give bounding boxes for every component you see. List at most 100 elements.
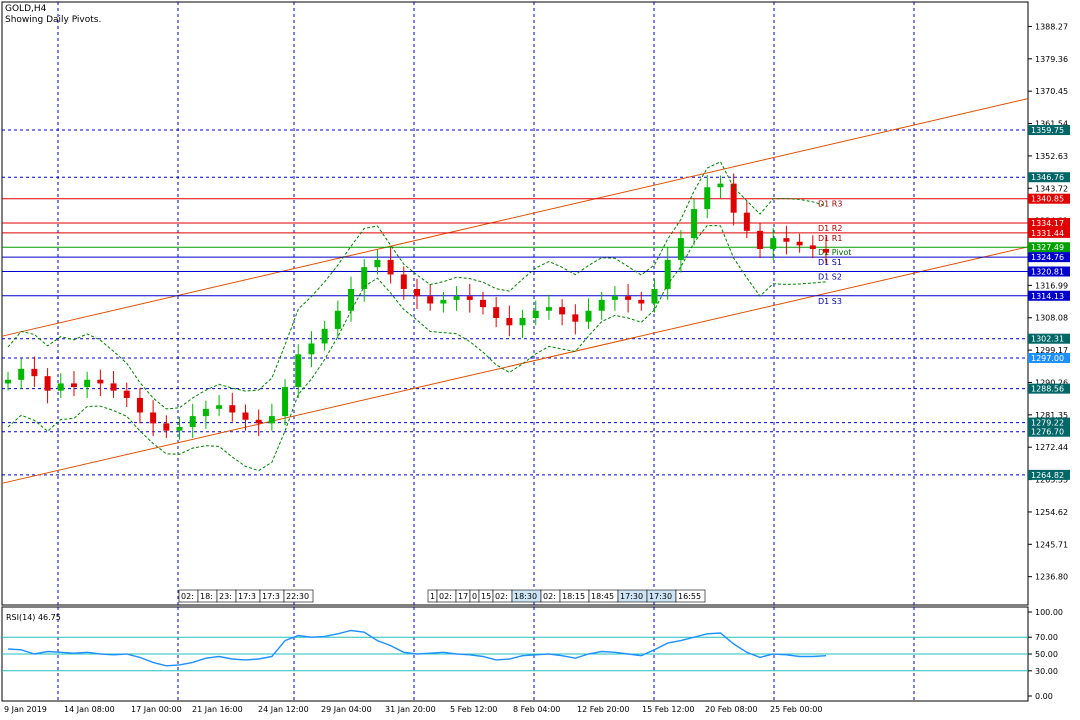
hline-tag-7 (1028, 469, 1070, 480)
candle-body-8 (110, 383, 117, 391)
hline-tag-2 (1028, 333, 1070, 344)
x-tick-label-10: 15 Feb 12:00 (642, 705, 694, 714)
candle-body-43 (572, 314, 579, 322)
candle-body-27 (361, 267, 368, 289)
candle-body-60 (796, 241, 803, 246)
hline-tag-0 (1028, 125, 1070, 136)
hline-value-2: 1302.31 (1031, 335, 1064, 344)
x-tick-label-1: 14 Jan 08:00 (64, 705, 115, 714)
hline-value-3: 1297.00 (1031, 354, 1064, 363)
session-mark-left-label-3: 17:3 (238, 592, 256, 601)
session-mark-right-label-0: 1 (430, 592, 435, 601)
hline-value-7: 1264.82 (1031, 471, 1064, 480)
rsi-tick-label-3: 30.00 (1035, 667, 1058, 676)
candle-body-56 (743, 212, 750, 231)
hline-tag-4 (1028, 383, 1070, 394)
pivot-label-6: D1 S3 (818, 297, 842, 306)
x-tick-label-9: 12 Feb 20:00 (577, 705, 629, 714)
candle-body-14 (189, 416, 196, 428)
candle-body-22 (295, 354, 302, 388)
session-mark-left-label-5: 22:30 (286, 592, 309, 601)
pivot-label-2: D1 R1 (818, 234, 842, 243)
x-tick-label-7: 5 Feb 12:00 (450, 705, 497, 714)
price-tick-label-9: 1308.08 (1035, 314, 1068, 323)
candle-body-40 (532, 310, 539, 319)
candle-body-49 (651, 288, 658, 304)
pivot-value-1: 1334.17 (1031, 219, 1064, 228)
x-tick-label-11: 20 Feb 08:00 (705, 705, 757, 714)
x-tick-label-2: 17 Jan 00:00 (131, 705, 182, 714)
candle-body-21 (282, 387, 289, 417)
chart-subtitle: Showing Daily Pivots. (5, 15, 102, 25)
pivot-value-5: 1320.81 (1031, 267, 1064, 276)
price-tick-label-13: 1272.44 (1035, 443, 1068, 452)
hline-value-1: 1346.76 (1031, 173, 1064, 182)
candle-body-5 (70, 383, 77, 388)
candle-body-29 (387, 259, 394, 275)
session-mark-right-label-11: 17:30 (649, 592, 672, 601)
candle-body-7 (97, 379, 104, 384)
pivot-tag-3 (1028, 242, 1070, 253)
pivot-label-3: D1 Pivot (818, 248, 851, 257)
price-tick-label-16: 1245.71 (1035, 540, 1068, 549)
candle-body-15 (202, 408, 209, 417)
candle-body-28 (374, 259, 381, 268)
price-tick-label-4: 1352.63 (1035, 152, 1068, 161)
pivot-value-2: 1331.44 (1031, 229, 1064, 238)
pivot-tag-2 (1028, 227, 1070, 238)
pivot-tag-5 (1028, 266, 1070, 277)
session-mark-right-label-12: 16:55 (678, 592, 701, 601)
pivot-label-5: D1 S2 (818, 272, 842, 281)
candle-body-1 (18, 368, 25, 380)
x-tick-label-0: 9 Jan 2019 (4, 705, 47, 714)
pivot-label-4: D1 S1 (818, 258, 842, 267)
candle-body-61 (809, 245, 816, 250)
candle-body-45 (598, 299, 605, 311)
candle-body-55 (730, 183, 737, 213)
candle-body-19 (255, 419, 262, 424)
candle-body-44 (585, 310, 592, 322)
candle-body-25 (334, 310, 341, 329)
candle-body-6 (84, 379, 91, 388)
session-mark-right-box-12 (675, 589, 706, 603)
pivot-value-0: 1340.85 (1031, 195, 1064, 204)
candle-body-2 (31, 368, 38, 377)
price-tick-label-3: 1361.54 (1035, 120, 1068, 129)
candle-body-3 (44, 376, 51, 391)
hline-value-4: 1288.56 (1031, 385, 1064, 394)
pivot-tag-1 (1028, 217, 1070, 228)
session-mark-right-label-1: 02: (439, 592, 452, 601)
candle-body-35 (466, 296, 473, 300)
chart-symbol-label: GOLD,H4 (5, 4, 47, 14)
price-tick-label-14: 1263.53 (1035, 476, 1068, 485)
candle-body-33 (440, 299, 447, 304)
candle-body-10 (136, 397, 143, 413)
candle-body-57 (757, 230, 764, 250)
session-mark-right-label-2: 17 (458, 592, 468, 601)
rsi-tick-label-0: 100.00 (1035, 608, 1063, 617)
candle-body-9 (123, 390, 130, 398)
candle-body-54 (717, 183, 724, 188)
price-tick-label-11: 1290.26 (1035, 378, 1068, 387)
rsi-tick-label-2: 50.00 (1035, 650, 1058, 659)
x-tick-label-4: 24 Jan 12:00 (258, 705, 309, 714)
hline-value-6: 1276.70 (1031, 428, 1064, 437)
candle-body-23 (308, 343, 315, 355)
x-tick-label-3: 21 Jan 16:00 (192, 705, 243, 714)
candle-body-24 (321, 328, 328, 344)
rsi-line (7, 629, 827, 667)
candle-body-48 (638, 299, 645, 304)
pivot-value-4: 1324.76 (1031, 253, 1064, 262)
price-tick-label-5: 1343.72 (1035, 184, 1068, 193)
hline-tag-5 (1028, 417, 1070, 428)
channel-lower-line (1, 246, 1029, 484)
session-mark-right-label-4: 15 (481, 592, 491, 601)
pivot-tag-6 (1028, 290, 1070, 301)
price-tick-label-2: 1370.45 (1035, 87, 1068, 96)
pivot-tag-4 (1028, 252, 1070, 263)
candle-body-37 (493, 307, 500, 319)
candle-body-38 (506, 318, 513, 326)
price-tick-label-0: 1388.27 (1035, 22, 1068, 31)
